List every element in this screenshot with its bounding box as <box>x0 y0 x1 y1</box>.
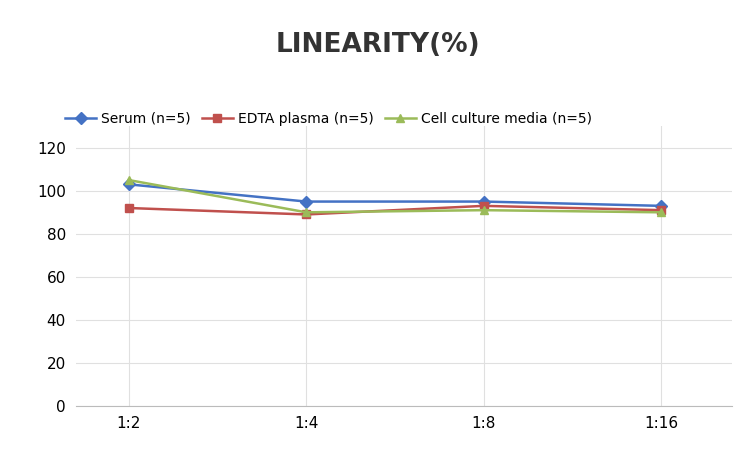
Line: EDTA plasma (n=5): EDTA plasma (n=5) <box>125 202 665 219</box>
Cell culture media (n=5) <box>657 210 666 215</box>
Serum (n=5) <box>302 199 311 204</box>
Cell culture media (n=5) <box>302 210 311 215</box>
EDTA plasma (n=5) <box>657 207 666 213</box>
EDTA plasma (n=5) <box>302 212 311 217</box>
Legend: Serum (n=5), EDTA plasma (n=5), Cell culture media (n=5): Serum (n=5), EDTA plasma (n=5), Cell cul… <box>60 106 598 131</box>
Cell culture media (n=5) <box>479 207 488 213</box>
Serum (n=5) <box>125 182 134 187</box>
Line: Cell culture media (n=5): Cell culture media (n=5) <box>125 176 665 216</box>
EDTA plasma (n=5) <box>479 203 488 208</box>
Serum (n=5) <box>657 203 666 208</box>
Serum (n=5) <box>479 199 488 204</box>
EDTA plasma (n=5) <box>125 205 134 211</box>
Text: LINEARITY(%): LINEARITY(%) <box>275 32 480 58</box>
Line: Serum (n=5): Serum (n=5) <box>125 180 665 210</box>
Cell culture media (n=5) <box>125 177 134 183</box>
